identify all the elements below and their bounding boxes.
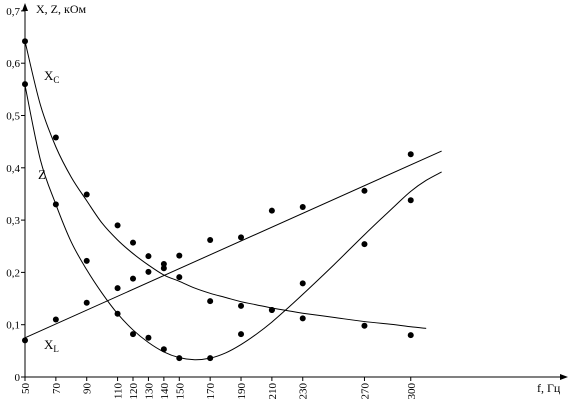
point-xl [407, 151, 414, 158]
data-points [22, 38, 414, 362]
point-z [130, 331, 137, 338]
point-xc [299, 204, 306, 211]
point-z [114, 310, 121, 317]
point-z [207, 355, 214, 362]
x-tick-label: 170 [205, 383, 217, 400]
series-labels: XC XL Z [38, 68, 59, 354]
point-z [160, 346, 167, 353]
x-axis-title: f, Гц [537, 381, 561, 395]
point-z [83, 257, 90, 264]
point-z [22, 81, 28, 88]
point-xl [83, 299, 90, 306]
x-tick-label: 150 [174, 383, 186, 400]
axes [22, 3, 568, 380]
point-xc [361, 187, 368, 194]
point-z [299, 280, 306, 287]
y-axis-arrow [22, 3, 28, 11]
point-xl [22, 337, 28, 344]
x-tick-label: 50 [20, 383, 32, 395]
series-label-xc: XC [44, 68, 59, 85]
x-tick-label: 190 [236, 383, 248, 400]
point-xl [207, 298, 214, 305]
y-tick-label: 0,4 [6, 163, 20, 175]
point-z [407, 332, 414, 339]
point-xc [176, 252, 183, 259]
point-xl [145, 268, 152, 275]
y-tick-label: 0,3 [6, 215, 20, 227]
point-z [238, 331, 245, 338]
point-xc [52, 134, 59, 141]
point-xc [268, 207, 275, 214]
point-z [176, 355, 183, 362]
x-tick-label: 70 [51, 383, 63, 395]
curve-xc [24, 41, 427, 329]
point-xc [145, 253, 152, 260]
point-z [52, 201, 59, 208]
x-tick-label: 270 [359, 383, 371, 400]
fit-curves [24, 41, 442, 361]
x-axis-arrow [560, 374, 568, 380]
point-xl [176, 274, 183, 281]
point-xl [114, 285, 121, 292]
point-xc [238, 234, 245, 241]
point-xc [207, 236, 214, 243]
point-xc [83, 191, 90, 198]
point-xl [160, 265, 167, 272]
point-xl [52, 316, 59, 323]
point-xc [22, 38, 28, 45]
series-label-xl: XL [44, 337, 59, 354]
point-xc [160, 261, 167, 268]
point-xc [407, 197, 414, 204]
curve-z [24, 85, 442, 361]
curve-xl [24, 150, 442, 339]
series-label-z: Z [38, 167, 46, 182]
point-xl [299, 315, 306, 322]
point-xc [130, 239, 137, 246]
x-tick-label: 90 [82, 383, 94, 395]
x-tick-label: 210 [267, 383, 279, 400]
point-z [268, 307, 275, 314]
y-axis-title: X, Z, кОм [36, 2, 86, 16]
point-xl [130, 275, 137, 282]
point-z [145, 334, 152, 341]
y-tick-label: 0,7 [6, 6, 20, 18]
x-tick-label: 120 [128, 383, 140, 400]
x-tick-label: 230 [298, 383, 310, 400]
y-tick-label: 0 [15, 372, 21, 384]
y-tick-label: 0,2 [6, 267, 20, 279]
y-tick-label: 0,1 [6, 320, 20, 332]
point-xl [238, 302, 245, 309]
y-tick-label: 0,6 [6, 58, 20, 70]
y-tick-label: 0,5 [6, 111, 20, 123]
x-tick-label: 130 [143, 383, 155, 400]
point-xl [361, 322, 368, 329]
ticks: 50 70 90 110 120 130 140 150 170 190 210 230 270 300 0… [6, 6, 418, 400]
x-tick-label: 140 [159, 383, 171, 400]
x-tick-label: 110 [113, 383, 125, 400]
point-z [361, 241, 368, 248]
x-tick-label: 300 [406, 383, 418, 400]
point-xc [114, 222, 121, 229]
